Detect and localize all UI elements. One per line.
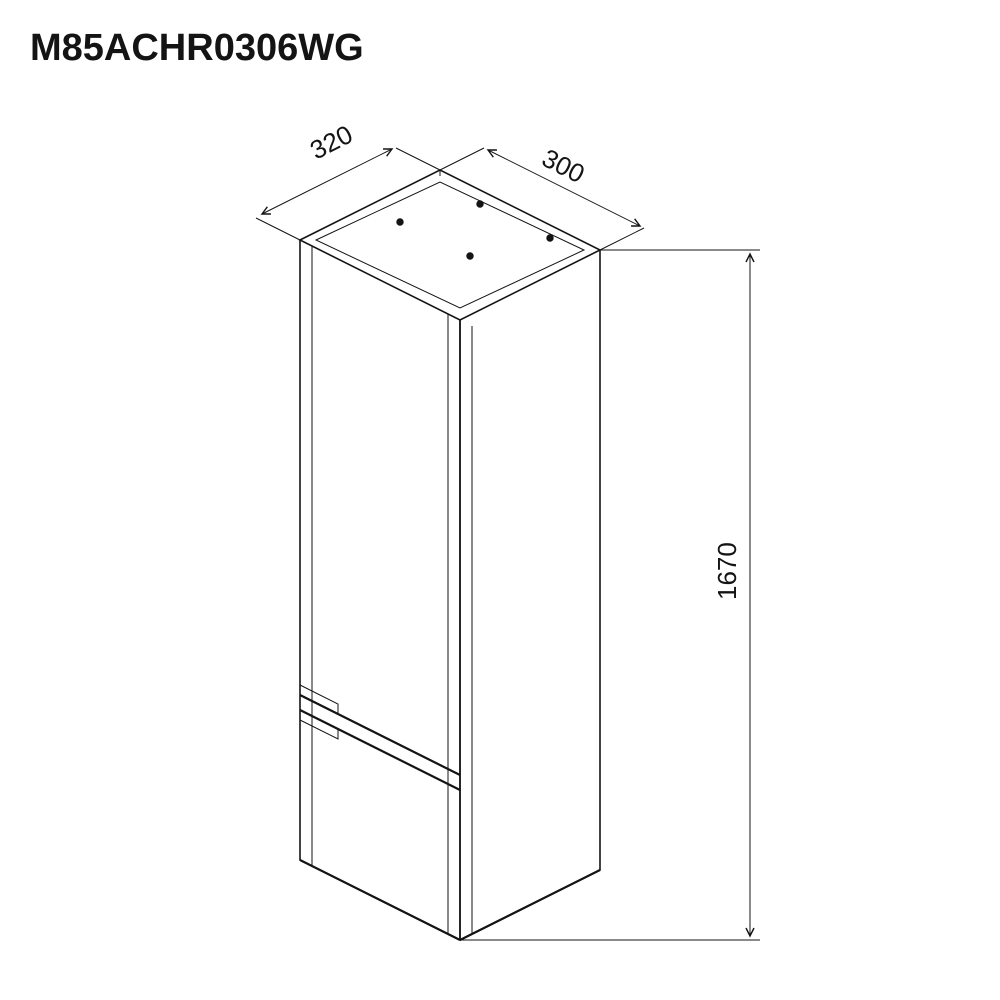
dim-depth-label: 320 [305,119,357,165]
dim-width-label: 300 [537,143,589,189]
cabinet-outline [300,170,600,940]
dim-height-label: 1670 [712,542,742,600]
dim-depth [256,148,440,240]
tech-drawing: M85ACHR0306WG [0,0,1000,1000]
product-code: M85ACHR0306WG [30,27,364,69]
